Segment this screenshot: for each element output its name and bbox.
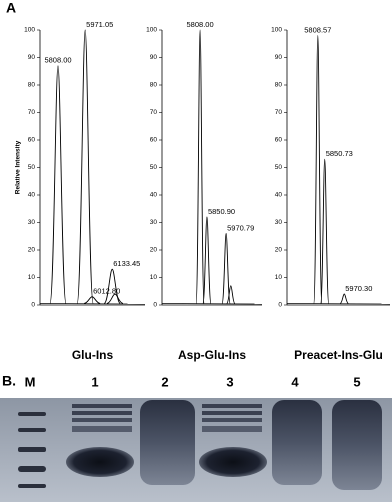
y-axis-label: Relative Intensity (15, 140, 22, 194)
y-tick-label: 20 (275, 247, 283, 254)
y-tick-label: 0 (153, 302, 157, 309)
y-tick-label: 0 (278, 302, 282, 309)
peak (221, 233, 231, 304)
y-tick-label: 0 (31, 302, 35, 309)
x-axis-label: Preacet-Ins-Glu (294, 348, 383, 362)
y-tick-label: 80 (28, 82, 36, 89)
y-tick-label: 60 (28, 137, 36, 144)
lane-label: M (25, 374, 36, 389)
peak-label: 5971.05 (86, 20, 113, 29)
y-tick-label: 70 (150, 109, 158, 116)
lane-2 (140, 400, 195, 485)
y-tick-label: 30 (275, 219, 283, 226)
lane-5 (332, 400, 382, 490)
lane-1 (66, 404, 134, 477)
y-tick-label: 90 (28, 54, 36, 61)
y-tick-label: 10 (150, 274, 158, 281)
y-tick-label: 30 (150, 219, 158, 226)
peak-label: 6012.80 (93, 287, 120, 296)
lane-label: 4 (291, 374, 299, 389)
peak (339, 293, 349, 304)
peak-label: 5808.57 (304, 25, 331, 34)
panel-label: A (6, 0, 16, 16)
lane-label: 2 (161, 374, 168, 389)
y-tick-label: 40 (28, 192, 36, 199)
lane-3 (199, 404, 267, 477)
x-axis-label: Glu-Ins (72, 348, 114, 362)
marker-bands (18, 412, 46, 488)
peak (76, 29, 94, 304)
peak (313, 35, 323, 304)
gel-label: B. (2, 373, 16, 389)
peak-label: 5850.73 (326, 149, 353, 158)
peak (106, 293, 124, 304)
y-tick-label: 10 (28, 274, 36, 281)
peak (320, 158, 330, 304)
y-tick-label: 80 (275, 82, 283, 89)
peak-label: 5850.90 (208, 207, 235, 216)
y-tick-label: 80 (150, 82, 158, 89)
peak (49, 65, 67, 304)
peak (195, 29, 205, 304)
y-tick-label: 70 (28, 109, 36, 116)
x-axis-label: Asp-Glu-Ins (178, 348, 246, 362)
gel (0, 398, 392, 502)
y-tick-label: 90 (150, 54, 158, 61)
y-tick-label: 60 (275, 137, 283, 144)
y-tick-label: 90 (275, 54, 283, 61)
y-tick-label: 30 (28, 219, 36, 226)
y-tick-label: 50 (150, 164, 158, 171)
peak-label: 5808.00 (44, 56, 71, 65)
baseline-noise (286, 303, 391, 305)
peak-label: 6133.45 (113, 259, 140, 268)
y-tick-label: 20 (28, 247, 36, 254)
y-tick-label: 40 (275, 192, 283, 199)
peak (84, 296, 101, 304)
y-tick-label: 100 (146, 27, 157, 34)
y-tick-label: 100 (271, 27, 282, 34)
y-tick-label: 10 (275, 274, 283, 281)
peak (226, 285, 236, 304)
baseline-noise (161, 303, 263, 305)
peak-label: 5970.30 (345, 284, 372, 293)
y-tick-label: 50 (275, 164, 283, 171)
peak-label: 5808.00 (187, 20, 214, 29)
lane-label: 1 (91, 374, 98, 389)
y-tick-label: 50 (28, 164, 36, 171)
y-tick-label: 20 (150, 247, 158, 254)
lane-label: 5 (353, 374, 360, 389)
peak (202, 216, 212, 304)
y-tick-label: 40 (150, 192, 158, 199)
peak-label: 5970.79 (227, 223, 254, 232)
baseline-noise (39, 303, 146, 305)
y-tick-label: 100 (24, 27, 35, 34)
lane-label: 3 (226, 374, 233, 389)
y-tick-label: 70 (275, 109, 283, 116)
y-tick-label: 60 (150, 137, 158, 144)
gel-background (0, 398, 392, 502)
lane-4 (272, 400, 322, 485)
